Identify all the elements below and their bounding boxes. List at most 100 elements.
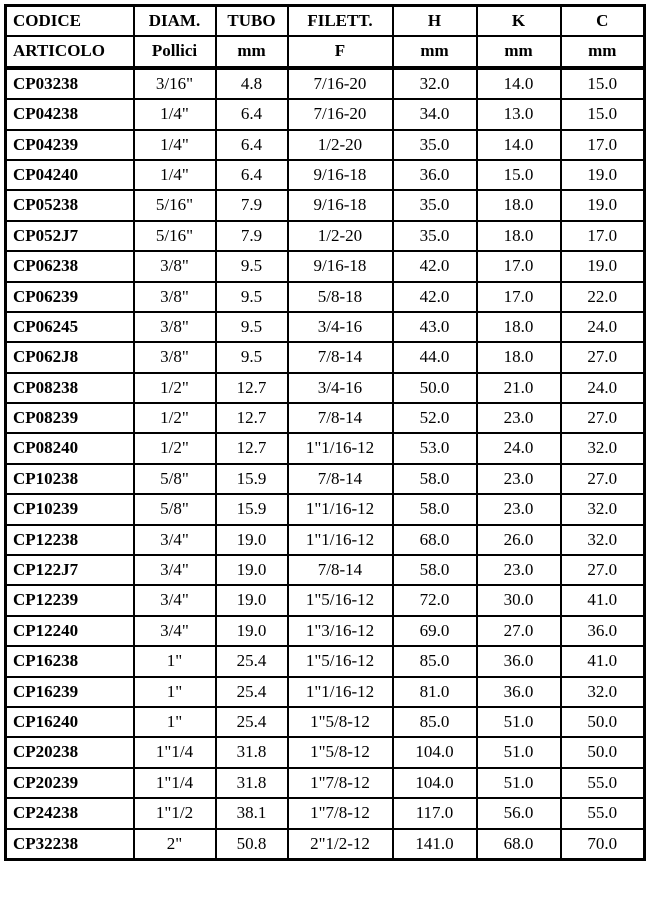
header-h: H [393, 6, 477, 37]
cell-c: 19.0 [561, 190, 645, 220]
table-row: CP062383/8"9.59/16-1842.017.019.0 [6, 251, 645, 281]
cell-filett: 3/4-16 [288, 312, 393, 342]
table-row: CP082401/2"12.71"1/16-1253.024.032.0 [6, 433, 645, 463]
cell-k: 14.0 [477, 130, 561, 160]
cell-pollici: 3/8" [134, 312, 216, 342]
cell-tubo: 6.4 [216, 160, 288, 190]
header-k: K [477, 6, 561, 37]
table-row: CP062393/8"9.55/8-1842.017.022.0 [6, 282, 645, 312]
cell-pollici: 3/16" [134, 68, 216, 99]
cell-tubo: 50.8 [216, 829, 288, 860]
cell-k: 17.0 [477, 282, 561, 312]
cell-filett: 2"1/2-12 [288, 829, 393, 860]
cell-pollici: 5/8" [134, 494, 216, 524]
cell-k: 18.0 [477, 221, 561, 251]
cell-filett: 7/16-20 [288, 68, 393, 99]
cell-pollici: 3/4" [134, 555, 216, 585]
cell-h: 44.0 [393, 342, 477, 372]
cell-pollici: 1/2" [134, 403, 216, 433]
cell-code: CP12239 [6, 585, 134, 615]
cell-code: CP16240 [6, 707, 134, 737]
cell-filett: 1"1/16-12 [288, 525, 393, 555]
cell-h: 50.0 [393, 373, 477, 403]
cell-tubo: 6.4 [216, 130, 288, 160]
cell-tubo: 9.5 [216, 282, 288, 312]
cell-code: CP16238 [6, 646, 134, 676]
cell-tubo: 19.0 [216, 525, 288, 555]
table-row: CP052J75/16"7.91/2-2035.018.017.0 [6, 221, 645, 251]
cell-c: 32.0 [561, 494, 645, 524]
cell-tubo: 38.1 [216, 798, 288, 828]
cell-k: 21.0 [477, 373, 561, 403]
cell-pollici: 2" [134, 829, 216, 860]
table-row: CP042381/4"6.47/16-2034.013.015.0 [6, 99, 645, 129]
cell-code: CP05238 [6, 190, 134, 220]
table-row: CP052385/16"7.99/16-1835.018.019.0 [6, 190, 645, 220]
cell-k: 51.0 [477, 707, 561, 737]
cell-tubo: 9.5 [216, 342, 288, 372]
cell-pollici: 3/4" [134, 616, 216, 646]
cell-filett: 7/8-14 [288, 403, 393, 433]
cell-tubo: 9.5 [216, 312, 288, 342]
cell-c: 70.0 [561, 829, 645, 860]
cell-pollici: 1"1/4 [134, 768, 216, 798]
cell-code: CP16239 [6, 677, 134, 707]
cell-k: 23.0 [477, 464, 561, 494]
cell-k: 18.0 [477, 342, 561, 372]
cell-c: 15.0 [561, 68, 645, 99]
cell-c: 50.0 [561, 737, 645, 767]
cell-code: CP12238 [6, 525, 134, 555]
table-body: CP032383/16"4.87/16-2032.014.015.0CP0423… [6, 68, 645, 860]
cell-k: 36.0 [477, 677, 561, 707]
cell-pollici: 5/8" [134, 464, 216, 494]
spec-table: CODICE DIAM. TUBO FILETT. H K C ARTICOLO… [4, 4, 646, 861]
cell-filett: 1"7/8-12 [288, 798, 393, 828]
header-filett: FILETT. [288, 6, 393, 37]
cell-filett: 7/8-14 [288, 342, 393, 372]
cell-code: CP08240 [6, 433, 134, 463]
cell-h: 42.0 [393, 251, 477, 281]
table-row: CP042401/4"6.49/16-1836.015.019.0 [6, 160, 645, 190]
table-row: CP162391"25.41"1/16-1281.036.032.0 [6, 677, 645, 707]
cell-c: 55.0 [561, 798, 645, 828]
cell-h: 58.0 [393, 464, 477, 494]
cell-pollici: 1/4" [134, 99, 216, 129]
table-row: CP242381"1/238.11"7/8-12117.056.055.0 [6, 798, 645, 828]
table-row: CP122393/4"19.01"5/16-1272.030.041.0 [6, 585, 645, 615]
cell-h: 85.0 [393, 646, 477, 676]
cell-filett: 1/2-20 [288, 221, 393, 251]
cell-k: 23.0 [477, 555, 561, 585]
header-pollici: Pollici [134, 36, 216, 67]
table-row: CP202381"1/431.81"5/8-12104.051.050.0 [6, 737, 645, 767]
cell-k: 30.0 [477, 585, 561, 615]
cell-pollici: 1/4" [134, 130, 216, 160]
cell-h: 81.0 [393, 677, 477, 707]
cell-filett: 1"1/16-12 [288, 433, 393, 463]
cell-h: 43.0 [393, 312, 477, 342]
cell-pollici: 5/16" [134, 221, 216, 251]
cell-tubo: 25.4 [216, 707, 288, 737]
cell-c: 27.0 [561, 403, 645, 433]
cell-c: 55.0 [561, 768, 645, 798]
header-tubo: TUBO [216, 6, 288, 37]
cell-tubo: 12.7 [216, 373, 288, 403]
cell-pollici: 1" [134, 707, 216, 737]
cell-code: CP06238 [6, 251, 134, 281]
cell-tubo: 15.9 [216, 494, 288, 524]
cell-k: 18.0 [477, 312, 561, 342]
cell-h: 85.0 [393, 707, 477, 737]
cell-k: 15.0 [477, 160, 561, 190]
cell-tubo: 25.4 [216, 677, 288, 707]
cell-h: 58.0 [393, 494, 477, 524]
cell-tubo: 25.4 [216, 646, 288, 676]
table-header: CODICE DIAM. TUBO FILETT. H K C ARTICOLO… [6, 6, 645, 68]
cell-tubo: 19.0 [216, 555, 288, 585]
table-row: CP122383/4"19.01"1/16-1268.026.032.0 [6, 525, 645, 555]
cell-pollici: 3/8" [134, 282, 216, 312]
cell-code: CP20239 [6, 768, 134, 798]
cell-k: 23.0 [477, 494, 561, 524]
cell-code: CP08238 [6, 373, 134, 403]
cell-pollici: 1" [134, 646, 216, 676]
cell-code: CP24238 [6, 798, 134, 828]
cell-filett: 9/16-18 [288, 160, 393, 190]
